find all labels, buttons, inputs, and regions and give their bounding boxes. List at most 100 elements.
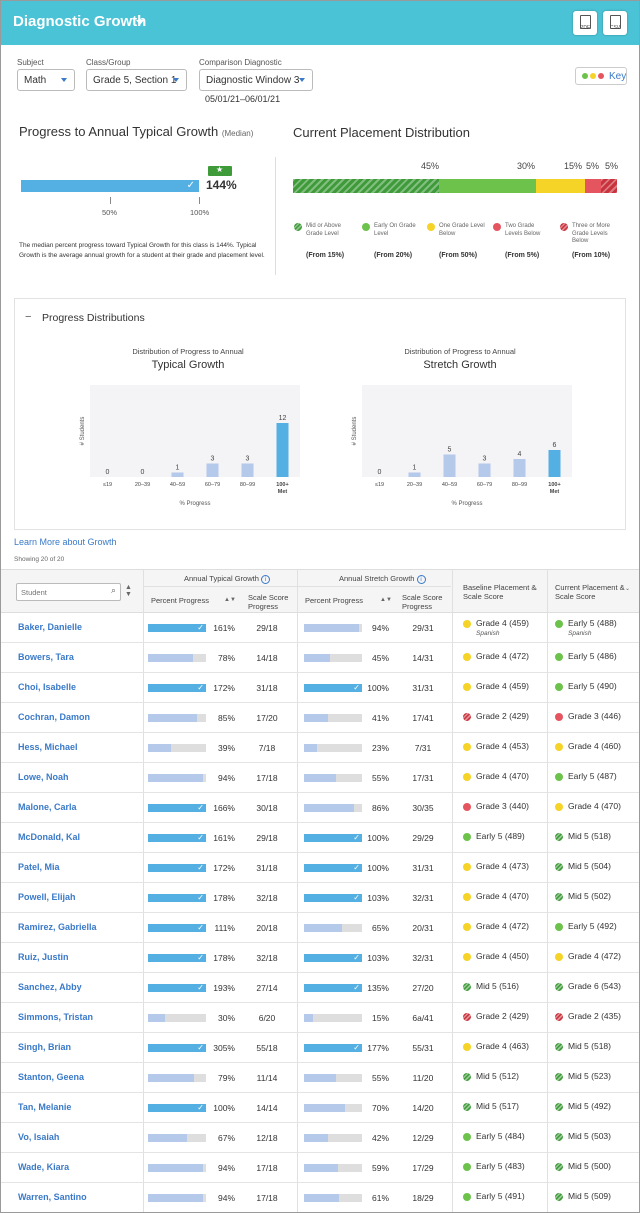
page-title[interactable]: Diagnostic Growth [13, 13, 147, 30]
progress-bar: ✓ [304, 683, 362, 692]
placement-dot-icon [555, 863, 563, 871]
student-name-link[interactable]: Ruiz, Justin [18, 952, 69, 962]
student-search-input[interactable] [21, 587, 107, 598]
progress-bar: ✓ [304, 863, 362, 872]
check-icon: ✓ [197, 923, 204, 932]
info-icon[interactable]: i [261, 575, 270, 584]
progress-bar [148, 1164, 206, 1172]
student-name-link[interactable]: Wade, Kiara [18, 1162, 70, 1172]
csv-export-button[interactable]: CSV [603, 11, 627, 35]
col-baseline[interactable]: Baseline Placement & Scale Score [463, 583, 537, 601]
legend-label: Mid or Above Grade Level [306, 223, 342, 237]
placement-segment [438, 179, 536, 193]
table-row: Cochran, Damon 85% 17/20 41% 17/41 Grade 2 (4… [1, 703, 639, 733]
stretch-scale-score: 29/31 [412, 623, 434, 633]
progress-fill [304, 924, 342, 932]
collapse-icon[interactable]: − [25, 311, 32, 323]
student-name-link[interactable]: Warren, Santino [18, 1192, 87, 1202]
placement-dot-icon [463, 893, 471, 901]
student-name-link[interactable]: Ramirez, Gabriella [18, 922, 97, 932]
legend-from: (From 5%) [505, 252, 540, 259]
stretch-percent: 100% [367, 863, 389, 873]
stretch-percent: 135% [367, 983, 389, 993]
progress-bar [304, 1104, 362, 1112]
student-name-link[interactable]: Singh, Brian [18, 1042, 72, 1052]
progress-fill [304, 834, 362, 842]
col-typical-percent[interactable]: Percent Progress [151, 596, 209, 605]
typical-percent: 172% [213, 683, 235, 693]
student-name-link[interactable]: Sanchez, Abby [18, 982, 82, 992]
pdf-export-button[interactable]: PDF [573, 11, 597, 35]
class-select[interactable]: Grade 5, Section 1 [86, 69, 187, 91]
table-row: Baker, Danielle ✓ 161% 29/18 94% 29/31 Grade 4… [1, 613, 639, 643]
sort-icon[interactable]: ▲▼ [224, 597, 236, 603]
student-name-link[interactable]: Cochran, Damon [18, 712, 91, 722]
placement-dot-icon [463, 983, 471, 991]
progress-fill [304, 1044, 362, 1052]
progress-bar [304, 1194, 362, 1202]
title-dropdown-icon[interactable] [136, 20, 144, 25]
distributions-section-label[interactable]: Progress Distributions [42, 312, 145, 324]
student-name-link[interactable]: Malone, Carla [18, 802, 77, 812]
student-name-link[interactable]: Hess, Michael [18, 742, 78, 752]
progress-bar [304, 624, 362, 632]
baseline-text: Early 5 (491) [476, 1191, 525, 1201]
current-text: Mid 5 (503) [568, 1131, 611, 1141]
legend-item: Early On Grade Level [362, 223, 422, 238]
student-name-link[interactable]: Baker, Danielle [18, 622, 83, 632]
sort-icon[interactable]: ▲▼ [380, 597, 392, 603]
col-current[interactable]: Current Placement & Scale Score [555, 583, 625, 601]
student-name-link[interactable]: McDonald, Kal [18, 832, 81, 842]
chart-tick-label: 40–59 [170, 482, 185, 488]
progress-fill [148, 984, 206, 992]
student-name-link[interactable]: Simmons, Tristan [18, 1012, 94, 1022]
col-stretch-scale[interactable]: Scale Score Progress [402, 593, 443, 611]
baseline-text: Mid 5 (517) [476, 1101, 519, 1111]
progress-title-suffix: (Median) [221, 129, 254, 138]
student-name-link[interactable]: Tan, Melanie [18, 1102, 72, 1112]
typical-percent: 85% [217, 713, 235, 723]
progress-fill [304, 1014, 313, 1022]
chart2-title: Stretch Growth [423, 359, 497, 371]
student-name-link[interactable]: Vo, Isaiah [18, 1132, 60, 1142]
student-name-link[interactable]: Bowers, Tara [18, 652, 74, 662]
chart-tick-label: 100+ [548, 482, 560, 488]
yellow-dot-icon [590, 73, 596, 79]
student-search-box[interactable]: ⌕ [16, 583, 121, 601]
legend-dot-icon [560, 223, 568, 231]
student-name-link[interactable]: Lowe, Noah [18, 772, 69, 782]
chevron-down-icon[interactable]: ⌄ [533, 586, 539, 592]
chart-tick-label: ≤19 [103, 482, 112, 488]
subject-select[interactable]: Math [17, 69, 75, 91]
table-row: Ramirez, Gabriella ✓ 111% 20/18 65% 20/31 Grad… [1, 913, 639, 943]
progress-fill [148, 804, 206, 812]
subject-value: Math [24, 75, 47, 86]
student-name-link[interactable]: Choi, Isabelle [18, 682, 77, 692]
col-typical-scale[interactable]: Scale Score Progress [248, 593, 289, 611]
legend-dot-icon [294, 223, 302, 231]
placement-dot-icon [463, 1073, 471, 1081]
current-text: Early 5 (490) [568, 681, 617, 691]
placement-dot-icon [463, 1133, 471, 1141]
progress-bar: ✓ [148, 833, 206, 842]
stretch-percent: 59% [371, 1163, 389, 1173]
key-label: Key [609, 71, 627, 82]
col-divider [297, 569, 298, 1212]
student-name-link[interactable]: Stanton, Geena [18, 1072, 85, 1082]
key-button[interactable]: Key [575, 67, 627, 85]
typical-percent: 30% [217, 1013, 235, 1023]
chart-xlabel: % Progress [179, 501, 210, 507]
chevron-down-icon[interactable]: ⌄ [625, 586, 631, 592]
col-stretch-percent[interactable]: Percent Progress [305, 596, 363, 605]
learn-more-link[interactable]: Learn More about Growth [14, 537, 117, 547]
current-text: Grade 4 (460) [568, 741, 621, 751]
info-icon[interactable]: i [416, 575, 426, 584]
sort-icon[interactable]: ▲▼ [125, 584, 132, 598]
student-name-link[interactable]: Powell, Elijah [18, 892, 76, 902]
col-divider [452, 569, 453, 1212]
group-stretch-label: Annual Stretch Growth [339, 574, 415, 583]
legend-item: One Grade Level Below [427, 223, 487, 238]
student-name-link[interactable]: Patel, Mia [18, 862, 60, 872]
comparison-select[interactable]: Diagnostic Window 3 [199, 69, 313, 91]
